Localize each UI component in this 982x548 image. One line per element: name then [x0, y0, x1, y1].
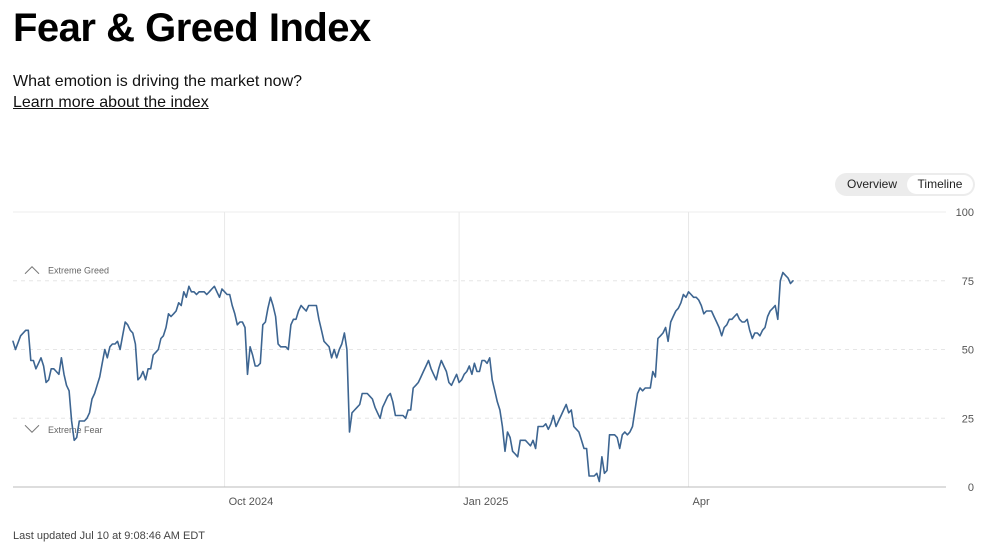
overview-toggle-button[interactable]: Overview [846, 177, 897, 191]
page-subtitle: What emotion is driving the market now? [13, 73, 303, 90]
y-tick-label: 50 [962, 345, 974, 357]
chevron-up-icon [24, 266, 40, 275]
x-tick-label: Jan 2025 [463, 496, 508, 508]
zone-annotations: Extreme Greed Extreme Fear [24, 265, 109, 435]
fear-greed-timeline-chart: Extreme Greed Extreme Fear 0 25 50 75 100 Oct … [12, 207, 974, 508]
chevron-down-icon [24, 424, 40, 433]
y-tick-label: 25 [962, 413, 974, 425]
y-tick-label: 100 [956, 207, 974, 219]
x-tick-label: Oct 2024 [229, 496, 274, 508]
chevron-down-annotation: Extreme Fear [24, 424, 103, 435]
timeline-toggle-button[interactable]: Timeline [907, 175, 973, 194]
annotation-label: Extreme Greed [48, 265, 109, 275]
fear-greed-line [12, 271, 794, 483]
annotation-label: Extreme Fear [48, 425, 103, 435]
last-updated-text: Last updated Jul 10 at 9:08:46 AM EDT [13, 530, 206, 542]
y-tick-label: 75 [962, 276, 974, 288]
axis-ticks: 0 25 50 75 100 Oct 2024 Jan 2025 Apr [229, 207, 974, 508]
chart-grid [13, 211, 946, 487]
view-toggle: Overview Timeline [835, 173, 975, 196]
chevron-up-annotation: Extreme Greed [24, 265, 109, 275]
y-tick-label: 0 [968, 482, 974, 494]
page-title: Fear & Greed Index [13, 6, 371, 50]
learn-more-link[interactable]: Learn more about the index [13, 94, 209, 111]
x-tick-label: Apr [693, 496, 710, 508]
